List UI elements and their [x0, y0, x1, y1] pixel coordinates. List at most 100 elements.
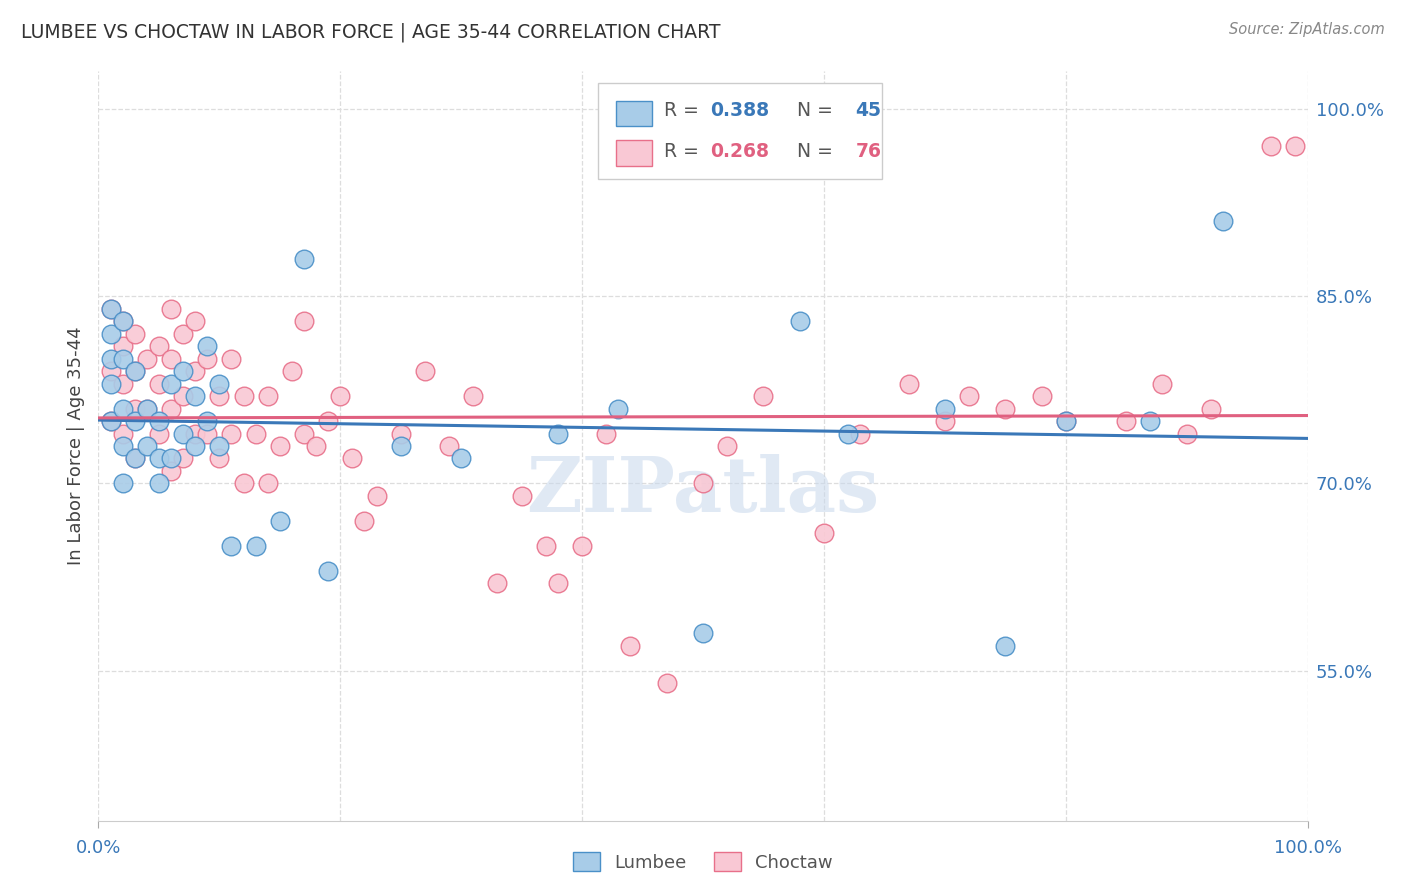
Point	[269, 439, 291, 453]
Point	[1199, 401, 1222, 416]
Point	[100, 414, 122, 428]
Point	[172, 426, 194, 441]
Point	[607, 401, 630, 416]
Point	[160, 301, 183, 316]
Point	[353, 514, 375, 528]
Point	[135, 351, 157, 366]
Point	[1054, 414, 1077, 428]
Point	[281, 364, 304, 378]
Point	[208, 389, 231, 403]
Text: ZIPatlas: ZIPatlas	[526, 454, 880, 528]
Point	[305, 439, 328, 453]
FancyBboxPatch shape	[598, 83, 882, 178]
Point	[571, 539, 593, 553]
Point	[292, 426, 315, 441]
Point	[111, 339, 134, 353]
Point	[100, 376, 122, 391]
Point	[486, 576, 509, 591]
FancyBboxPatch shape	[616, 140, 652, 166]
Point	[184, 364, 207, 378]
Point	[232, 389, 254, 403]
Point	[813, 526, 835, 541]
Point	[100, 364, 122, 378]
Point	[849, 426, 872, 441]
Point	[124, 414, 146, 428]
Point	[184, 426, 207, 441]
Point	[208, 376, 231, 391]
Point	[208, 439, 231, 453]
Point	[692, 626, 714, 640]
Point	[329, 389, 352, 403]
Text: R =: R =	[664, 101, 706, 120]
Point	[934, 414, 956, 428]
Point	[897, 376, 920, 391]
Text: 45: 45	[855, 101, 882, 120]
Point	[752, 389, 775, 403]
Point	[1175, 426, 1198, 441]
Point	[534, 539, 557, 553]
Point	[994, 401, 1017, 416]
Point	[619, 639, 641, 653]
Point	[172, 451, 194, 466]
Point	[184, 389, 207, 403]
Point	[292, 252, 315, 266]
FancyBboxPatch shape	[616, 101, 652, 126]
Point	[135, 401, 157, 416]
Point	[1260, 139, 1282, 153]
Point	[342, 451, 364, 466]
Point	[463, 389, 485, 403]
Text: Source: ZipAtlas.com: Source: ZipAtlas.com	[1229, 22, 1385, 37]
Point	[111, 314, 134, 328]
Point	[245, 426, 267, 441]
Point	[195, 414, 218, 428]
Point	[789, 314, 811, 328]
Point	[366, 489, 388, 503]
Point	[111, 376, 134, 391]
Point	[135, 439, 157, 453]
Point	[208, 451, 231, 466]
Point	[100, 301, 122, 316]
Point	[510, 489, 533, 503]
Point	[595, 426, 617, 441]
Point	[160, 451, 183, 466]
Point	[195, 339, 218, 353]
Point	[111, 476, 134, 491]
Point	[160, 351, 183, 366]
Text: N =: N =	[779, 101, 839, 120]
Point	[148, 376, 170, 391]
Point	[160, 464, 183, 478]
Point	[221, 539, 243, 553]
Point	[934, 401, 956, 416]
Point	[184, 439, 207, 453]
Point	[124, 451, 146, 466]
Point	[1152, 376, 1174, 391]
Point	[124, 364, 146, 378]
Point	[111, 401, 134, 416]
Point	[316, 564, 339, 578]
Point	[100, 326, 122, 341]
Point	[195, 351, 218, 366]
Point	[269, 514, 291, 528]
Point	[1031, 389, 1053, 403]
Point	[1284, 139, 1306, 153]
Point	[111, 426, 134, 441]
Point	[100, 301, 122, 316]
Point	[221, 351, 243, 366]
Point	[547, 576, 569, 591]
Point	[172, 364, 194, 378]
Point	[547, 426, 569, 441]
Y-axis label: In Labor Force | Age 35-44: In Labor Force | Age 35-44	[66, 326, 84, 566]
Point	[316, 414, 339, 428]
Point	[1212, 214, 1234, 228]
Point	[135, 401, 157, 416]
Point	[256, 389, 278, 403]
Point	[124, 401, 146, 416]
Legend: Lumbee, Choctaw: Lumbee, Choctaw	[565, 846, 841, 879]
Point	[172, 389, 194, 403]
Point	[716, 439, 738, 453]
Point	[111, 314, 134, 328]
Text: LUMBEE VS CHOCTAW IN LABOR FORCE | AGE 35-44 CORRELATION CHART: LUMBEE VS CHOCTAW IN LABOR FORCE | AGE 3…	[21, 22, 721, 42]
Point	[100, 351, 122, 366]
Point	[1054, 414, 1077, 428]
Point	[124, 326, 146, 341]
